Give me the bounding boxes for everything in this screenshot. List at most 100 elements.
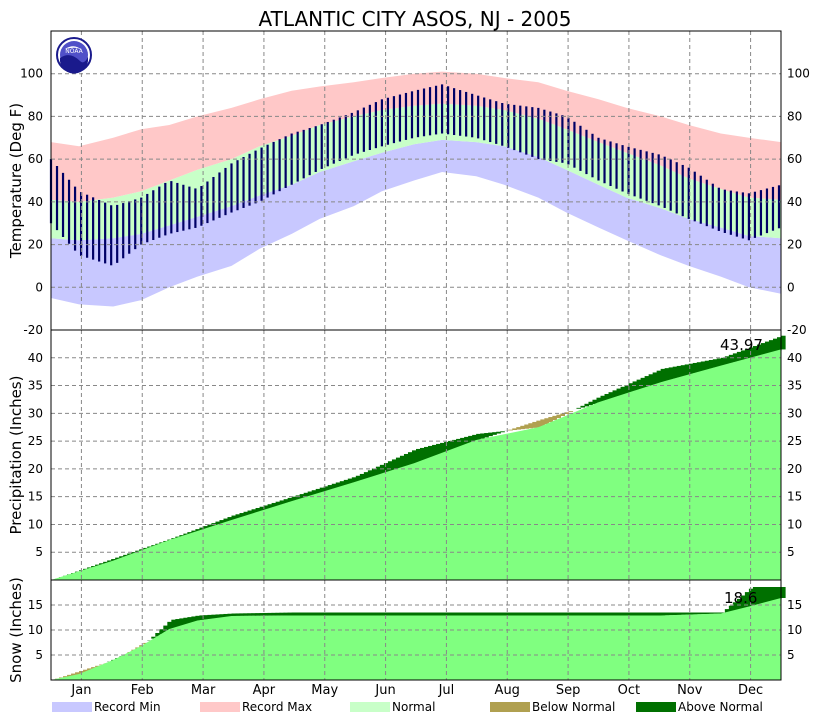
above-normal-bar xyxy=(660,368,666,383)
legend-swatch xyxy=(52,702,92,712)
above-normal-bar xyxy=(379,612,385,616)
above-normal-bar xyxy=(660,612,666,616)
above-normal-bar xyxy=(616,388,622,397)
above-normal-bar xyxy=(756,587,762,605)
above-normal-bar xyxy=(456,438,461,448)
y-tick-label-left: 15 xyxy=(28,598,43,612)
below-normal-bar xyxy=(83,669,88,673)
above-normal-bar xyxy=(127,553,132,556)
y-tick-label-left: -20 xyxy=(23,323,43,337)
above-normal-bar xyxy=(315,612,321,616)
month-label: Apr xyxy=(253,683,276,698)
above-normal-bar xyxy=(167,621,172,631)
above-normal-bar xyxy=(700,612,706,615)
above-normal-bar xyxy=(255,613,261,616)
y-tick-label-right: -20 xyxy=(787,323,807,337)
above-normal-bar xyxy=(692,612,698,615)
above-normal-bar xyxy=(648,374,654,387)
above-normal-bar xyxy=(500,431,505,433)
above-normal-bar xyxy=(311,490,317,496)
y-tick-label-right: 5 xyxy=(787,545,795,559)
above-normal-bar xyxy=(191,616,196,623)
above-normal-bar xyxy=(411,612,417,616)
above-normal-bar xyxy=(576,407,582,409)
above-normal-bar xyxy=(203,526,209,530)
above-normal-bar xyxy=(163,625,168,633)
above-normal-bar xyxy=(656,612,662,616)
above-normal-bar xyxy=(171,619,176,629)
above-normal-bar xyxy=(588,612,594,616)
y-tick-label-right: 10 xyxy=(787,517,802,531)
above-normal-bar xyxy=(291,612,297,616)
above-normal-bar xyxy=(472,612,477,616)
above-normal-bar xyxy=(367,612,373,616)
below-normal-bar xyxy=(508,429,513,431)
above-normal-bar xyxy=(299,612,305,616)
above-normal-bar xyxy=(135,550,140,553)
y-tick-label-left: 30 xyxy=(28,406,43,420)
below-normal-bar xyxy=(528,423,533,429)
y-tick-label-right: 100 xyxy=(787,67,810,81)
above-normal-bar xyxy=(476,612,481,616)
y-tick-label-right: 40 xyxy=(787,351,802,365)
above-normal-bar xyxy=(740,350,746,361)
above-normal-bar xyxy=(756,344,762,356)
y-tick-label-right: 30 xyxy=(787,406,802,420)
y-tick-label-right: 10 xyxy=(787,623,802,637)
above-normal-bar xyxy=(95,564,100,567)
above-normal-bar xyxy=(343,612,349,616)
above-normal-bar xyxy=(544,612,549,616)
total-annotation: 43.97 xyxy=(720,336,763,354)
above-normal-bar xyxy=(672,612,678,616)
above-normal-bar xyxy=(736,598,742,610)
above-normal-bar xyxy=(488,432,493,437)
below-normal-bar xyxy=(75,672,80,675)
above-normal-bar xyxy=(564,612,570,616)
above-normal-bar xyxy=(760,587,766,604)
above-normal-bar xyxy=(367,470,373,478)
above-normal-bar xyxy=(263,612,269,616)
above-normal-bar xyxy=(267,612,273,616)
above-normal-bar xyxy=(279,500,285,505)
below-normal-bar xyxy=(568,411,574,412)
month-label: Jun xyxy=(374,683,395,698)
legend-swatch xyxy=(350,702,390,712)
above-normal-bar xyxy=(323,612,329,616)
above-normal-bar xyxy=(231,613,237,616)
above-normal-bar xyxy=(748,347,754,359)
y-tick-label-left: 25 xyxy=(28,434,43,448)
above-normal-bar xyxy=(351,612,357,616)
above-normal-bar xyxy=(239,513,245,518)
below-normal-bar xyxy=(556,414,561,419)
above-normal-bar xyxy=(496,612,501,616)
above-normal-bar xyxy=(608,392,614,399)
above-normal-bar xyxy=(259,506,265,512)
above-normal-bar xyxy=(303,492,309,498)
above-normal-bar xyxy=(436,612,441,616)
above-normal-bar xyxy=(536,612,541,616)
above-normal-bar xyxy=(628,612,634,616)
month-label: Jan xyxy=(70,683,91,698)
above-normal-bar xyxy=(636,379,642,390)
y-tick-label-left: 5 xyxy=(35,648,43,662)
temperature-panel: -20 -20 0 0 20 20 40 40 60 60 80 80 100 100 Temperatur… xyxy=(7,30,810,337)
y-tick-label-left: 35 xyxy=(28,379,43,393)
above-normal-bar xyxy=(680,365,686,377)
y-tick-label-right: 60 xyxy=(787,152,802,166)
y-tick-label-right: 25 xyxy=(787,434,802,448)
below-normal-bar xyxy=(544,418,549,425)
above-normal-bar xyxy=(724,356,730,365)
above-normal-bar xyxy=(424,612,429,616)
above-normal-bar xyxy=(768,587,774,602)
above-normal-bar xyxy=(781,335,786,350)
above-normal-bar xyxy=(448,440,453,451)
above-normal-bar xyxy=(616,612,622,616)
above-normal-bar xyxy=(428,612,433,616)
y-tick-label-right: 0 xyxy=(787,280,795,294)
above-normal-bar xyxy=(732,353,738,363)
legend-swatch xyxy=(636,702,676,712)
legend: Record Min Record Max Normal Below Normal Ab… xyxy=(52,700,763,714)
above-normal-bar xyxy=(383,463,389,473)
above-normal-bar xyxy=(712,612,718,614)
above-normal-bar xyxy=(516,612,521,616)
